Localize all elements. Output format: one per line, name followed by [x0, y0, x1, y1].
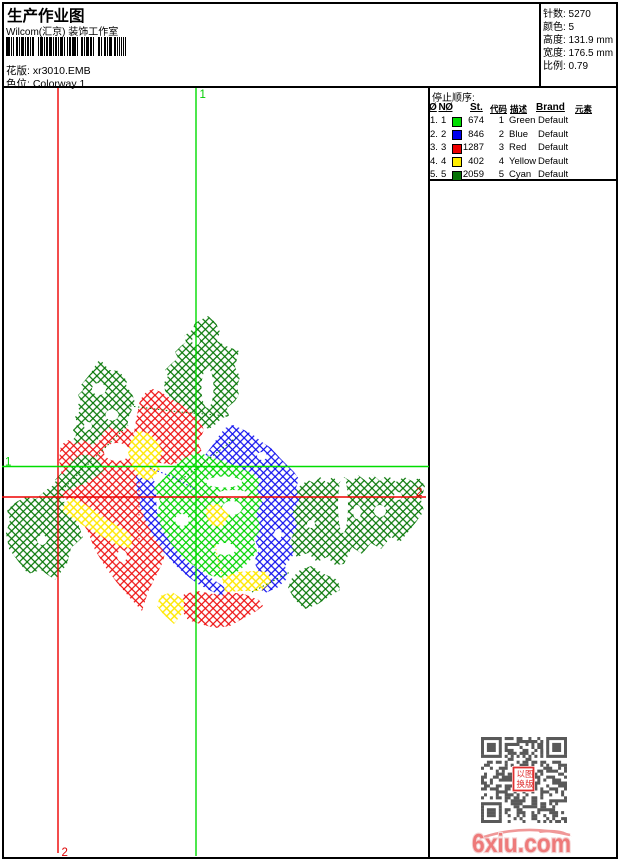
svg-text:以图: 以图: [517, 769, 534, 779]
svg-text:1: 1: [5, 457, 11, 469]
svg-text:换版: 换版: [517, 779, 535, 789]
svg-text:2: 2: [62, 847, 68, 859]
svg-text:1: 1: [200, 89, 206, 101]
svg-text:2: 2: [416, 487, 422, 499]
svg-text:6xiu.com: 6xiu.com: [472, 830, 571, 859]
